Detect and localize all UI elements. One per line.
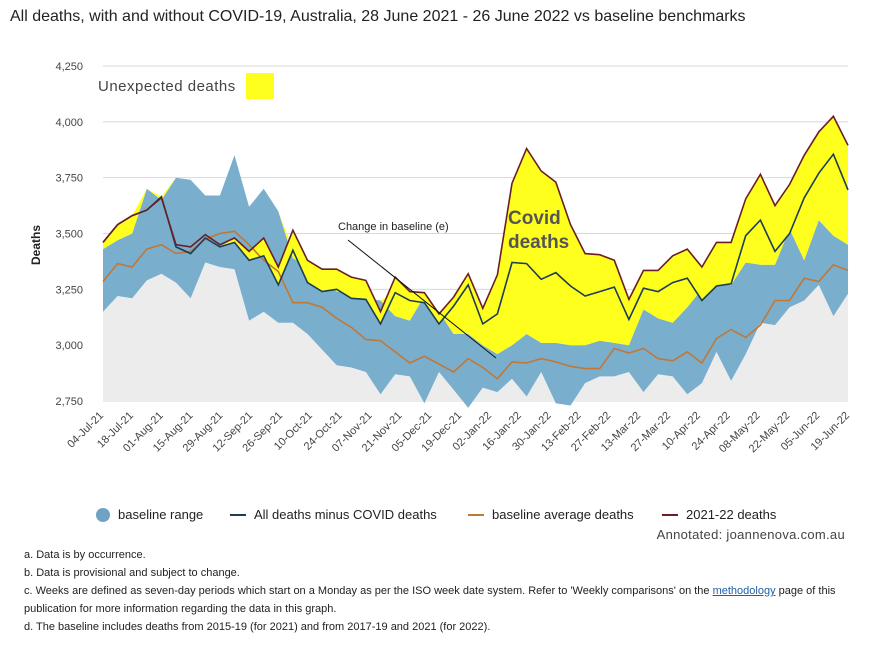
footnotes: a. Data is by occurrence. b. Data is pro…: [24, 546, 874, 636]
chart-lines: [102, 114, 849, 380]
baseline-change-pointer: [347, 239, 497, 359]
deaths-2122-swatch: [662, 513, 678, 516]
annotation-credit: Annotated: joannenova.com.au: [656, 527, 845, 542]
y-tick-4000: 4,000: [55, 117, 83, 129]
baseline-range-area: [103, 155, 848, 408]
legend-label-deaths-2122: 2021-22 deaths: [686, 507, 777, 522]
unexpected-deaths-area: [103, 154, 848, 355]
y-tick-labels: 2,750 3,000 3,250 3,500 3,750 4,000 4,250: [55, 61, 83, 408]
covid-deaths-area: [103, 116, 848, 324]
unexpected-deaths-swatch: [245, 73, 274, 99]
footnote-a-text: Data is by occurrence.: [36, 549, 146, 561]
chart-title: All deaths, with and without COVID-19, A…: [10, 8, 746, 25]
footnote-c: c. Weeks are defined as seven-day period…: [24, 582, 874, 618]
below-range-area: [103, 262, 848, 408]
y-tick-2750: 2,750: [55, 396, 83, 408]
legend-item-minus-covid: All deaths minus COVID deaths: [230, 507, 437, 522]
series-line-baseline-average: [102, 230, 849, 380]
baseline-range-swatch: [96, 507, 110, 522]
baseline-avg-swatch: [468, 513, 484, 516]
legend-item-baseline-range: baseline range: [96, 507, 203, 522]
series-line-minus-covid: [102, 152, 849, 326]
legend-label-baseline-avg: baseline average deaths: [492, 507, 634, 522]
footnote-d: d. The baseline includes deaths from 201…: [24, 618, 874, 636]
footnote-c-suffix: page of this publication for more inform…: [24, 585, 836, 615]
footnote-c-text: Weeks are defined as seven-day periods w…: [35, 585, 713, 597]
minus-covid-swatch: [230, 513, 246, 516]
legend-item-deaths-2122: 2021-22 deaths: [662, 507, 776, 522]
legend: baseline range All deaths minus COVID de…: [0, 507, 887, 529]
chart-areas: [103, 116, 848, 408]
footnote-b-prefix: b.: [24, 567, 37, 579]
y-tick-3000: 3,000: [55, 340, 83, 352]
footnote-b-text: Data is provisional and subject to chang…: [36, 567, 240, 579]
unexpected-deaths-key: Unexpected deaths: [98, 73, 274, 99]
y-tick-4250: 4,250: [55, 61, 83, 73]
series-line-2021-22-deaths: [102, 114, 849, 316]
chart-plot: 2,750 3,000 3,250 3,500 3,750 4,000 4,250 04-J…: [29, 61, 852, 456]
baseline-change-label: Change in baseline (e): [338, 221, 449, 233]
footnote-a: a. Data is by occurrence.: [24, 546, 874, 564]
covid-deaths-label: Covid deaths: [508, 208, 570, 253]
legend-item-baseline-avg: baseline average deaths: [468, 507, 634, 522]
x-tick-labels: 04-Jul-2118-Jul-2101-Aug-2115-Aug-2129-A…: [65, 410, 852, 456]
footnote-c-prefix: c.: [24, 585, 36, 597]
legend-label-minus-covid: All deaths minus COVID deaths: [254, 507, 437, 522]
y-tick-3500: 3,500: [55, 229, 83, 241]
y-axis-label: Deaths: [29, 225, 43, 265]
footnote-b: b. Data is provisional and subject to ch…: [24, 564, 874, 582]
footnote-d-prefix: d.: [24, 621, 37, 633]
footnote-d-text: The baseline includes deaths from 2015-1…: [36, 621, 491, 633]
methodology-link[interactable]: methodology: [712, 585, 776, 597]
legend-label-baseline-range: baseline range: [118, 507, 204, 522]
y-tick-3250: 3,250: [55, 284, 83, 296]
unexpected-deaths-label: Unexpected deaths: [98, 77, 236, 95]
y-tick-3750: 3,750: [55, 173, 83, 185]
footnote-a-prefix: a.: [24, 549, 37, 561]
